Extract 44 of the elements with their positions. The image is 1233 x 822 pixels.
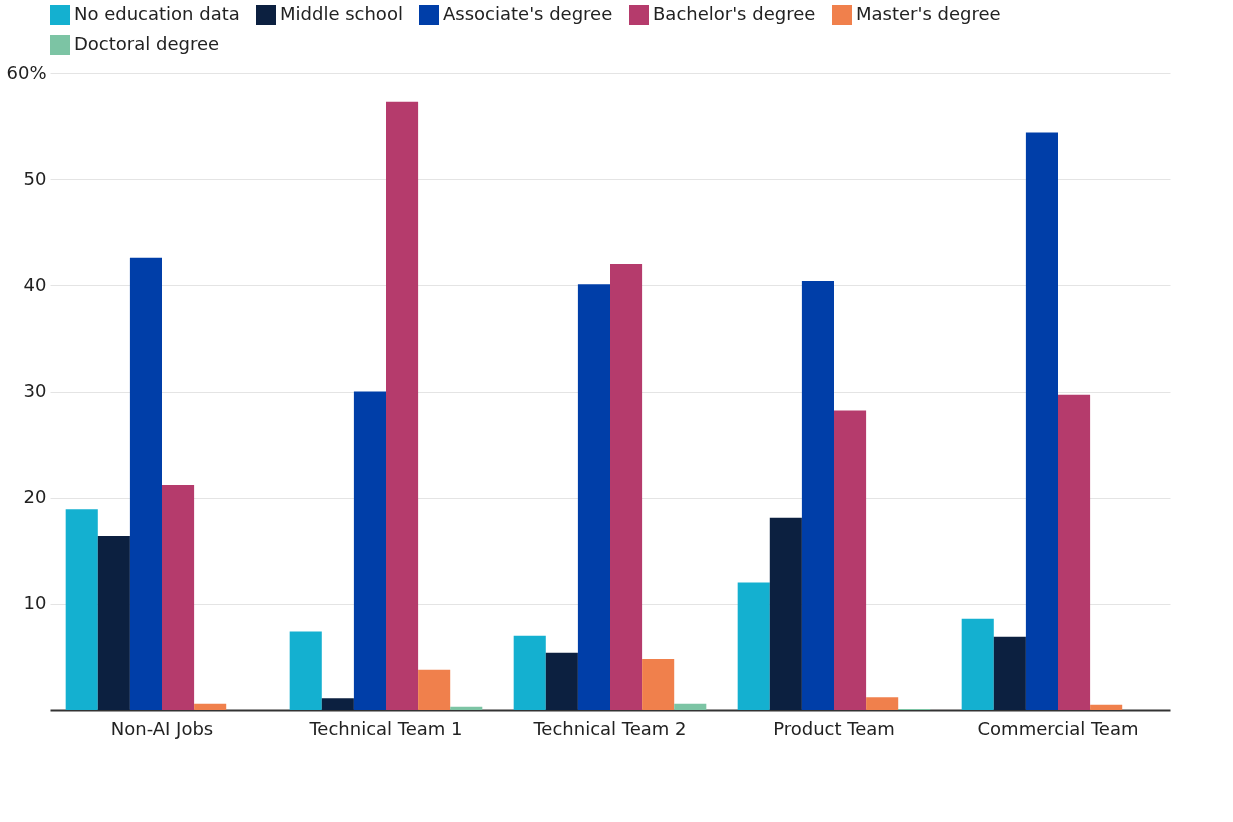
bar <box>289 631 322 710</box>
bar <box>162 484 195 710</box>
bar <box>418 669 451 710</box>
bar <box>834 410 867 710</box>
y-tick-label: 50 <box>23 167 47 189</box>
bar <box>866 697 899 710</box>
bar <box>1058 394 1091 710</box>
legend-label: Middle school <box>280 3 403 24</box>
x-tick-label: Technical Team 1 <box>308 717 463 739</box>
bar <box>545 652 578 710</box>
bar <box>386 101 419 710</box>
bar <box>513 635 546 710</box>
bar <box>961 618 994 710</box>
bar <box>993 636 1026 710</box>
bar <box>674 703 707 710</box>
bar <box>194 703 227 710</box>
y-tick-label: 30 <box>23 380 47 401</box>
bar <box>577 284 610 710</box>
bar <box>642 659 675 710</box>
y-tick-label: 40 <box>23 273 47 295</box>
bar <box>353 391 386 710</box>
x-tick-label: Commercial Team <box>977 717 1139 739</box>
bar <box>65 509 98 710</box>
bar <box>450 706 483 710</box>
bar <box>769 517 802 710</box>
bar <box>97 535 130 710</box>
y-tick-label: 20 <box>23 486 47 508</box>
bar <box>1090 704 1123 710</box>
legend-label: Associate's degree <box>443 3 613 24</box>
bar <box>801 281 834 710</box>
legend-label: Doctoral degree <box>74 33 220 54</box>
legend-label: Bachelor's degree <box>653 3 816 24</box>
legend-label: Master's degree <box>856 3 1001 24</box>
x-tick-label: Product Team <box>773 717 895 739</box>
bar <box>610 264 643 710</box>
bar <box>321 698 354 710</box>
x-tick-label: Technical Team 2 <box>532 717 687 739</box>
y-tick-label: 10 <box>23 592 47 614</box>
bar <box>129 257 162 710</box>
legend-label: No education data <box>74 3 240 24</box>
x-tick-label: Non-AI Jobs <box>110 717 214 739</box>
y-tick-label: 60% <box>6 61 47 83</box>
bar <box>1025 132 1058 710</box>
bar <box>737 582 770 710</box>
